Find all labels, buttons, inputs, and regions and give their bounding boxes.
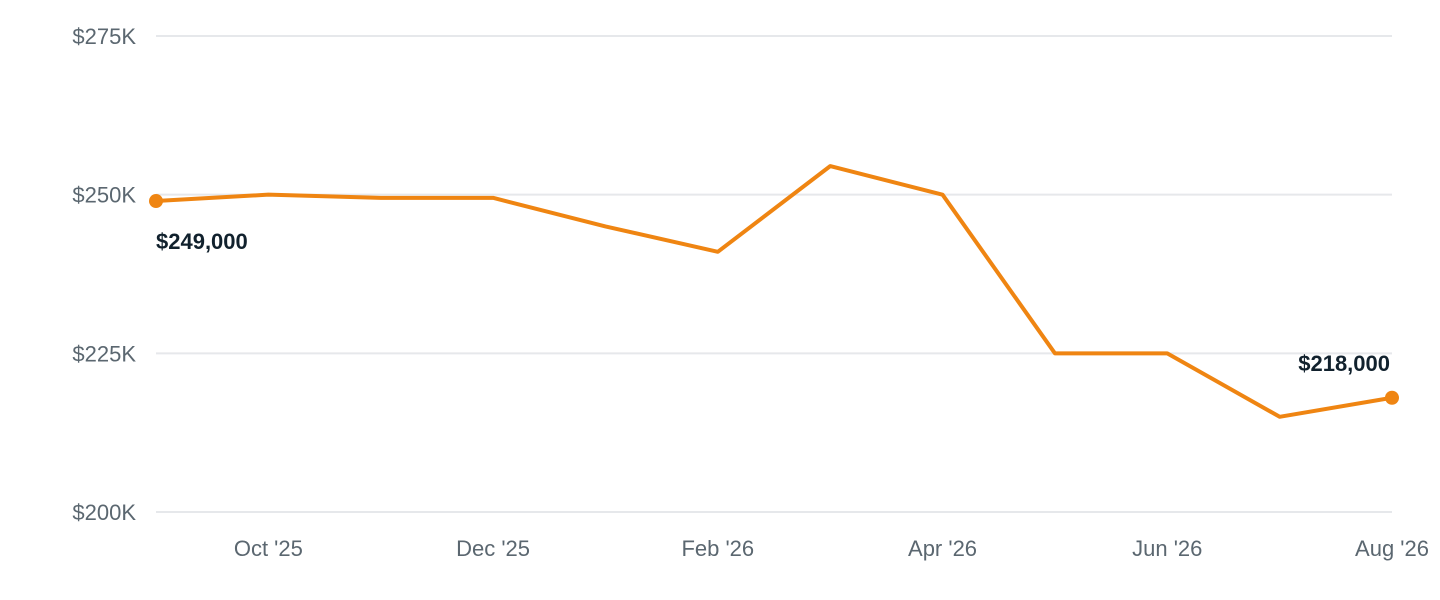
series-line xyxy=(154,164,1394,419)
y-tick-label: $275K xyxy=(72,24,136,49)
data-label: $218,000 xyxy=(1298,351,1390,376)
x-tick-label: Oct '25 xyxy=(234,536,303,561)
data-label: $249,000 xyxy=(156,229,248,254)
data-point-marker xyxy=(149,194,163,209)
x-tick-label: Aug '26 xyxy=(1355,536,1429,561)
y-tick-label: $250K xyxy=(72,183,136,208)
x-tick-label: Jun '26 xyxy=(1132,536,1202,561)
x-tick-label: Feb '26 xyxy=(681,536,754,561)
data-point-marker xyxy=(1385,390,1399,405)
x-tick-label: Apr '26 xyxy=(908,536,977,561)
y-tick-label: $225K xyxy=(72,341,136,366)
x-tick-label: Dec '25 xyxy=(456,536,530,561)
y-tick-label: $200K xyxy=(72,500,136,525)
